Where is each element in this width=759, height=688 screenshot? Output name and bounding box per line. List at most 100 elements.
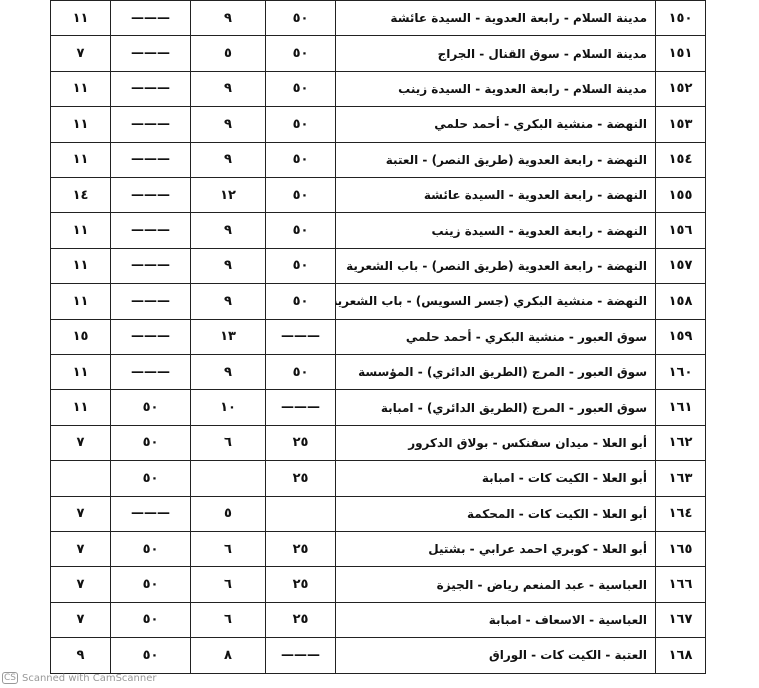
cell-text: سوق العبور - المرج (الطريق الدائري) - ام… — [380, 400, 647, 415]
cell-text: ٩ — [224, 258, 232, 274]
count-cell: ١٠ — [190, 389, 266, 426]
fare-cell: ٥٠ — [265, 35, 336, 72]
scanner-badge: CS — [2, 672, 18, 684]
cell-text: ٩ — [224, 293, 232, 309]
row-number: ١٦٠ — [655, 354, 706, 391]
row-number: ١٥٥ — [655, 177, 706, 214]
cell-text: ——— — [131, 10, 170, 26]
cell-text: سوق العبور - المرج (الطريق الدائري) - ال… — [358, 365, 647, 380]
total-cell: ١١ — [50, 212, 111, 249]
row-number: ١٦٨ — [655, 637, 706, 674]
cell-text: ——— — [281, 329, 320, 345]
route: مدينة السلام - رابعة العدوية - السيدة عا… — [335, 0, 656, 37]
fare2-cell: ٥٠ — [110, 637, 191, 674]
cell-text: ١١ — [72, 116, 89, 132]
total-cell: ١١ — [50, 247, 111, 285]
route: النهضة - منشية البكري - أحمد حلمي — [335, 106, 656, 143]
cell-text: ١٥ — [72, 329, 89, 345]
route: النهضة - منشية البكري (جسر السويس) - باب… — [335, 283, 656, 320]
cell-text: ٧ — [76, 46, 85, 62]
cell-text: ٩ — [224, 10, 232, 26]
cell-text: ٥٠ — [292, 187, 309, 203]
row-number: ١٥٢ — [655, 70, 706, 108]
row-number: ١٦٤ — [655, 495, 706, 532]
fare2-cell: ——— — [110, 177, 191, 214]
row-number: ١٥٤ — [655, 141, 706, 178]
cell-text: ٥ — [224, 506, 232, 522]
fare2-cell: ——— — [110, 354, 191, 391]
route: العباسية - الاسعاف - امبابة — [335, 601, 656, 639]
cell-text: ٥٠ — [292, 46, 309, 62]
row-number: ١٥٩ — [655, 318, 706, 355]
count-cell — [190, 460, 266, 497]
fare-cell: ——— — [265, 318, 336, 355]
cell-text: ١٢ — [220, 187, 236, 203]
cell-text: ٥٠ — [292, 364, 309, 380]
cell-text: ١١ — [72, 258, 89, 274]
total-cell: ١١ — [50, 283, 111, 320]
cell-text: ٥٠ — [292, 10, 309, 26]
cell-text: أبو العلا - ميدان سفنكس - بولاق الدكرور — [408, 435, 647, 450]
cell-text: ١١ — [72, 152, 89, 168]
total-cell: ١١ — [50, 389, 111, 426]
cell-text: ١١ — [72, 364, 89, 380]
cell-text: النهضة - منشية البكري - أحمد حلمي — [434, 117, 647, 132]
cell-text: ٥٠ — [292, 223, 309, 239]
fare-cell: ٢٥ — [265, 531, 336, 568]
total-cell: ١١ — [50, 0, 111, 37]
cell-text: ١٥٧ — [668, 258, 693, 274]
fare-cell: ٥٠ — [265, 177, 336, 214]
cell-text: أبو العلا - كوبري احمد عرابي - بشتيل — [428, 542, 647, 557]
total-cell: ٧ — [50, 531, 111, 568]
cell-text: ٢٥ — [292, 470, 309, 486]
route: أبو العلا - الكيت كات - امبابة — [335, 460, 656, 497]
count-cell: ٥ — [190, 35, 266, 72]
cell-text: النهضة - رابعة العدوية - السيدة زينب — [431, 223, 647, 238]
total-cell: ١١ — [50, 141, 111, 178]
row-number: ١٦٧ — [655, 601, 706, 639]
cell-text: ١٥٩ — [668, 329, 693, 345]
scanner-text: Scanned with CamScanner — [22, 672, 157, 684]
cell-text: سوق العبور - منشية البكري - أحمد حلمي — [405, 329, 647, 344]
route: سوق العبور - المرج (الطريق الدائري) - ال… — [335, 354, 656, 391]
cell-text: ١١ — [72, 81, 89, 97]
cell-text: ١٦٧ — [668, 612, 693, 628]
cell-text: ١٥٨ — [668, 293, 693, 309]
count-cell: ٦ — [190, 531, 266, 568]
cell-text: ٥٠ — [142, 577, 159, 593]
cell-text: ——— — [131, 187, 170, 203]
count-cell: ٦ — [190, 566, 266, 603]
fare-cell: ٥٠ — [265, 70, 336, 108]
cell-text: ١٤ — [72, 187, 89, 203]
cell-text: ٦ — [224, 541, 232, 557]
fare2-cell: ٥٠ — [110, 601, 191, 639]
cell-text: ——— — [131, 258, 170, 274]
row-number: ١٥٧ — [655, 247, 706, 285]
cell-text: ٦ — [224, 435, 232, 451]
fare2-cell: ——— — [110, 106, 191, 143]
route: مدينة السلام - رابعة العدوية - السيدة زي… — [335, 70, 656, 108]
count-cell: ٩ — [190, 0, 266, 37]
cell-text: ١٦٣ — [668, 470, 693, 486]
total-cell: ٧ — [50, 495, 111, 532]
fare-cell: ٥٠ — [265, 141, 336, 178]
cell-text: العباسية - عبد المنعم رياض - الجيزة — [436, 577, 647, 592]
cell-text: ١٦٦ — [668, 577, 693, 593]
route: أبو العلا - ميدان سفنكس - بولاق الدكرور — [335, 424, 656, 462]
cell-text: ٨ — [224, 647, 232, 663]
total-cell — [50, 460, 111, 497]
cell-text: ١١ — [72, 10, 89, 26]
cell-text: ٧ — [76, 541, 85, 557]
cell-text: ١٦٥ — [668, 541, 693, 557]
route: مدينة السلام - سوق القنال - الجراج — [335, 35, 656, 72]
cell-text: أبو العلا - الكيت كات - امبابة — [481, 471, 647, 486]
cell-text: ١١ — [72, 223, 89, 239]
cell-text: ٩ — [224, 152, 232, 168]
cell-text: ٢٥ — [292, 577, 309, 593]
route: العباسية - عبد المنعم رياض - الجيزة — [335, 566, 656, 603]
row-number: ١٥٦ — [655, 212, 706, 249]
cell-text: مدينة السلام - سوق القنال - الجراج — [437, 46, 647, 61]
count-cell: ٦ — [190, 601, 266, 639]
cell-text: ٧ — [76, 612, 85, 628]
route: العتبة - الكيت كات - الوراق — [335, 637, 656, 674]
